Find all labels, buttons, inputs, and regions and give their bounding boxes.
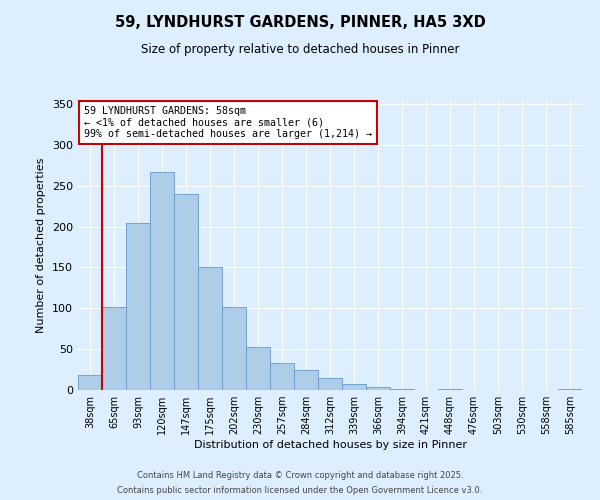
Bar [270, 363, 294, 390]
Bar [126, 224, 150, 390]
Y-axis label: Number of detached properties: Number of detached properties [37, 158, 46, 332]
Text: Contains public sector information licensed under the Open Government Licence v3: Contains public sector information licen… [118, 486, 482, 495]
Bar [318, 378, 342, 390]
Bar [150, 172, 174, 390]
Text: Contains HM Land Registry data © Crown copyright and database right 2025.: Contains HM Land Registry data © Crown c… [137, 471, 463, 480]
Bar [558, 389, 582, 390]
Bar [102, 308, 126, 390]
Bar [390, 389, 414, 390]
Bar [438, 389, 462, 390]
Bar [78, 376, 102, 390]
Bar [246, 346, 270, 390]
X-axis label: Distribution of detached houses by size in Pinner: Distribution of detached houses by size … [193, 440, 467, 450]
Text: 59, LYNDHURST GARDENS, PINNER, HA5 3XD: 59, LYNDHURST GARDENS, PINNER, HA5 3XD [115, 15, 485, 30]
Bar [198, 268, 222, 390]
Bar [294, 370, 318, 390]
Bar [222, 308, 246, 390]
Bar [174, 194, 198, 390]
Text: Size of property relative to detached houses in Pinner: Size of property relative to detached ho… [141, 42, 459, 56]
Bar [342, 384, 366, 390]
Bar [366, 386, 390, 390]
Text: 59 LYNDHURST GARDENS: 58sqm
← <1% of detached houses are smaller (6)
99% of semi: 59 LYNDHURST GARDENS: 58sqm ← <1% of det… [83, 106, 371, 139]
